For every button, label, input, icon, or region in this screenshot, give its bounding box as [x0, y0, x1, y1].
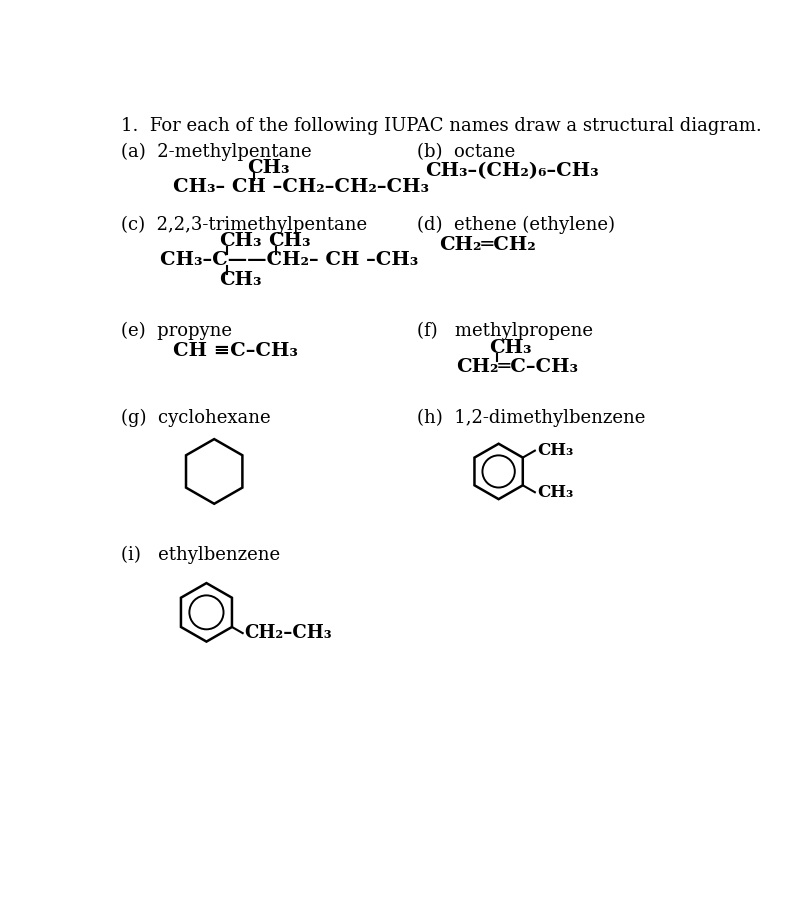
Text: CH₂═C–CH₃: CH₂═C–CH₃	[456, 357, 578, 375]
Text: CH₃–C——CH₂– CH –CH₃: CH₃–C——CH₂– CH –CH₃	[160, 251, 418, 269]
Text: (h)  1,2-dimethylbenzene: (h) 1,2-dimethylbenzene	[417, 409, 646, 427]
Text: CH₂═CH₂: CH₂═CH₂	[439, 236, 536, 254]
Text: (e)  propyne: (e) propyne	[121, 322, 232, 340]
Text: CH₃: CH₃	[268, 232, 311, 250]
Text: CH ≡C–CH₃: CH ≡C–CH₃	[173, 342, 298, 360]
Text: CH₃: CH₃	[219, 272, 261, 290]
Text: (c)  2,2,3-trimethylpentane: (c) 2,2,3-trimethylpentane	[121, 216, 367, 234]
Text: CH₂–CH₃: CH₂–CH₃	[244, 624, 332, 642]
Text: (i)   ethylbenzene: (i) ethylbenzene	[121, 545, 280, 563]
Text: (d)  ethene (ethylene): (d) ethene (ethylene)	[417, 216, 615, 234]
Text: CH₃: CH₃	[537, 442, 573, 459]
Text: CH₃: CH₃	[490, 339, 532, 357]
Text: 1.  For each of the following IUPAC names draw a structural diagram.: 1. For each of the following IUPAC names…	[121, 117, 762, 135]
Text: (a)  2-methylpentane: (a) 2-methylpentane	[121, 143, 312, 161]
Text: (b)  octane: (b) octane	[417, 143, 516, 161]
Text: (g)  cyclohexane: (g) cyclohexane	[121, 409, 271, 427]
Text: CH₃– CH –CH₂–CH₂–CH₃: CH₃– CH –CH₂–CH₂–CH₃	[173, 177, 429, 195]
Text: CH₃: CH₃	[247, 159, 289, 177]
Text: CH₃–(CH₂)₆–CH₃: CH₃–(CH₂)₆–CH₃	[425, 162, 599, 180]
Text: CH₃: CH₃	[219, 232, 261, 250]
Text: (f)   methylpropene: (f) methylpropene	[417, 322, 593, 340]
Text: CH₃: CH₃	[537, 483, 573, 500]
